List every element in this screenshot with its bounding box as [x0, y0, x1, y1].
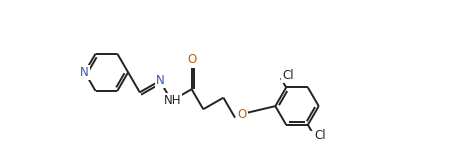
Text: NH: NH	[163, 94, 181, 107]
Text: O: O	[237, 108, 247, 121]
Text: N: N	[156, 74, 164, 87]
Text: N: N	[80, 66, 89, 79]
Text: Cl: Cl	[314, 129, 326, 142]
Text: O: O	[187, 54, 196, 66]
Text: Cl: Cl	[282, 69, 294, 82]
